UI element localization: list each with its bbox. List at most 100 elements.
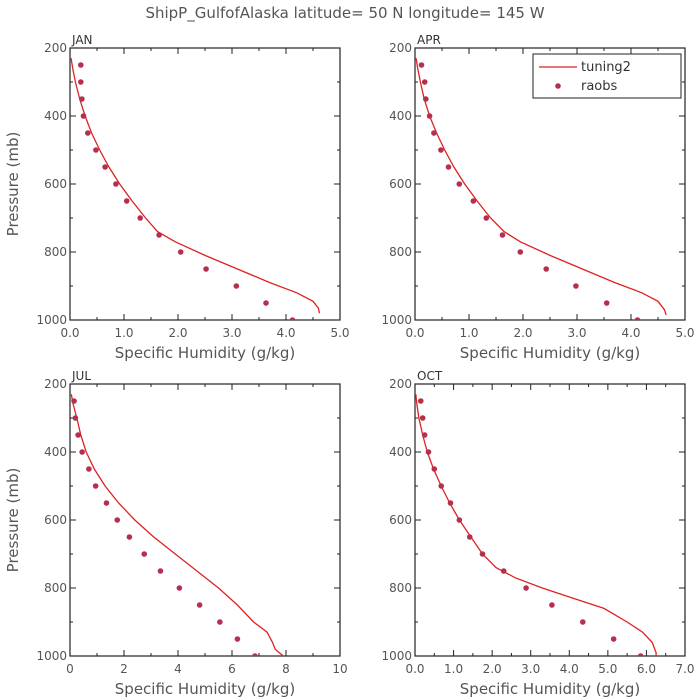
y-tick-label: 200 (389, 377, 412, 391)
raobs-point (157, 568, 164, 574)
raobs-point (456, 517, 463, 523)
x-tick-label: 1.0 (444, 662, 463, 676)
x-tick-label: 8 (282, 662, 290, 676)
raobs-point (233, 283, 240, 289)
raobs-point (126, 534, 133, 540)
raobs-point (438, 483, 445, 489)
x-tick-label: 2.0 (513, 326, 532, 340)
x-axis-label: Specific Humidity (g/kg) (460, 344, 640, 362)
x-tick-label: 3.0 (222, 326, 241, 340)
panel-oct: OCT 0.0 1.0 2.0 3.0 4.0 5.0 6.0 7.0 200 400 600 800 1… (381, 369, 694, 698)
legend-label-raobs: raobs (581, 79, 618, 94)
y-tick-label: 200 (44, 41, 67, 55)
y-tick-label: 400 (389, 109, 412, 123)
legend-label-tuning2: tuning2 (581, 60, 631, 75)
raobs-point (466, 534, 473, 540)
raobs-point (85, 130, 91, 136)
series-line-tuning2 (70, 58, 321, 314)
raobs-point (579, 619, 586, 625)
x-tick-label: 6.0 (637, 662, 656, 676)
x-tick-label: 5.0 (598, 662, 617, 676)
y-axis-label: Pressure (mb) (4, 132, 22, 237)
legend: tuning2 raobs (532, 53, 682, 99)
raobs-point (421, 79, 428, 85)
plot-area (415, 58, 667, 320)
raobs-point (203, 266, 209, 272)
y-tick-label: 600 (44, 177, 67, 191)
y-tick-label: 1000 (381, 649, 412, 663)
raobs-point (93, 147, 99, 153)
x-tick-label: 3.0 (567, 326, 586, 340)
y-tick-label: 800 (389, 581, 412, 595)
y-tick-label: 800 (44, 245, 67, 259)
raobs-point (252, 653, 258, 656)
x-tick-label: 1.0 (114, 326, 133, 340)
y-tick-label: 400 (44, 109, 67, 123)
raobs-point (103, 500, 110, 506)
raobs-point (447, 500, 454, 506)
y-axis-label: Pressure (mb) (4, 468, 22, 573)
raobs-point (431, 466, 438, 472)
raobs-point (479, 551, 486, 557)
x-tick-label: 4.0 (621, 326, 640, 340)
raobs-point (141, 551, 148, 557)
y-tick-label: 400 (389, 445, 412, 459)
legend-box (532, 53, 682, 99)
panel-jul: JUL 0 2 4 6 8 10 200 400 600 800 1000 Specific Humid… (4, 369, 348, 698)
raobs-point (438, 147, 444, 153)
raobs-point (177, 249, 184, 255)
figure-title: ShipP_GulfofAlaska latitude= 50 N longit… (145, 4, 544, 23)
raobs-point (137, 215, 143, 221)
raobs-point (637, 653, 644, 656)
raobs-point (431, 130, 437, 136)
raobs-point (234, 636, 241, 642)
raobs-point (114, 517, 121, 523)
raobs-point (425, 449, 432, 455)
y-tick-label: 800 (389, 245, 412, 259)
raobs-point (573, 283, 579, 289)
x-tick-label: 0.0 (405, 326, 424, 340)
raobs-point (417, 398, 424, 404)
x-tick-label: 10 (332, 662, 347, 676)
x-tick-label: 4.0 (560, 662, 579, 676)
panel-label: JAN (71, 33, 93, 47)
raobs-point (549, 602, 555, 608)
plot-frame (69, 47, 341, 321)
x-tick-label: 2.0 (483, 662, 502, 676)
raobs-point (71, 398, 77, 404)
y-tick-label: 600 (389, 513, 412, 527)
raobs-point (517, 249, 524, 255)
plot-frame (414, 383, 686, 657)
raobs-point (86, 466, 92, 472)
y-tick-label: 200 (44, 377, 67, 391)
raobs-point (176, 585, 183, 591)
raobs-point (80, 113, 87, 119)
raobs-point (603, 300, 610, 306)
raobs-point (289, 317, 296, 320)
raobs-point (445, 164, 452, 170)
y-tick-label: 1000 (36, 313, 67, 327)
raobs-point (483, 215, 490, 221)
x-axis-label: Specific Humidity (g/kg) (115, 680, 295, 698)
panel-label: APR (417, 33, 441, 47)
x-tick-label: 2 (120, 662, 128, 676)
raobs-point (113, 181, 119, 187)
x-tick-label: 1.0 (459, 326, 478, 340)
raobs-point (419, 415, 426, 421)
raobs-point (79, 96, 85, 102)
panels: JAN 0.0 1.0 2.0 3.0 4.0 5.0 200 400 600 800 1000 Spe… (4, 33, 695, 698)
x-tick-label: 6 (228, 662, 236, 676)
x-axis-label: Specific Humidity (g/kg) (460, 680, 640, 698)
raobs-point (78, 79, 84, 85)
panel-apr: APR 0.0 1.0 2.0 3.0 4.0 5.0 200 400 600 800 1000 Spe… (381, 33, 694, 362)
raobs-point (78, 62, 84, 68)
raobs-point (423, 96, 429, 102)
raobs-point (610, 636, 617, 642)
x-tick-label: 3.0 (521, 662, 540, 676)
series-line-tuning2 (415, 394, 657, 656)
raobs-point (421, 432, 428, 438)
x-tick-label: 4 (174, 662, 182, 676)
panel-label: OCT (417, 369, 443, 383)
raobs-point (156, 232, 162, 238)
